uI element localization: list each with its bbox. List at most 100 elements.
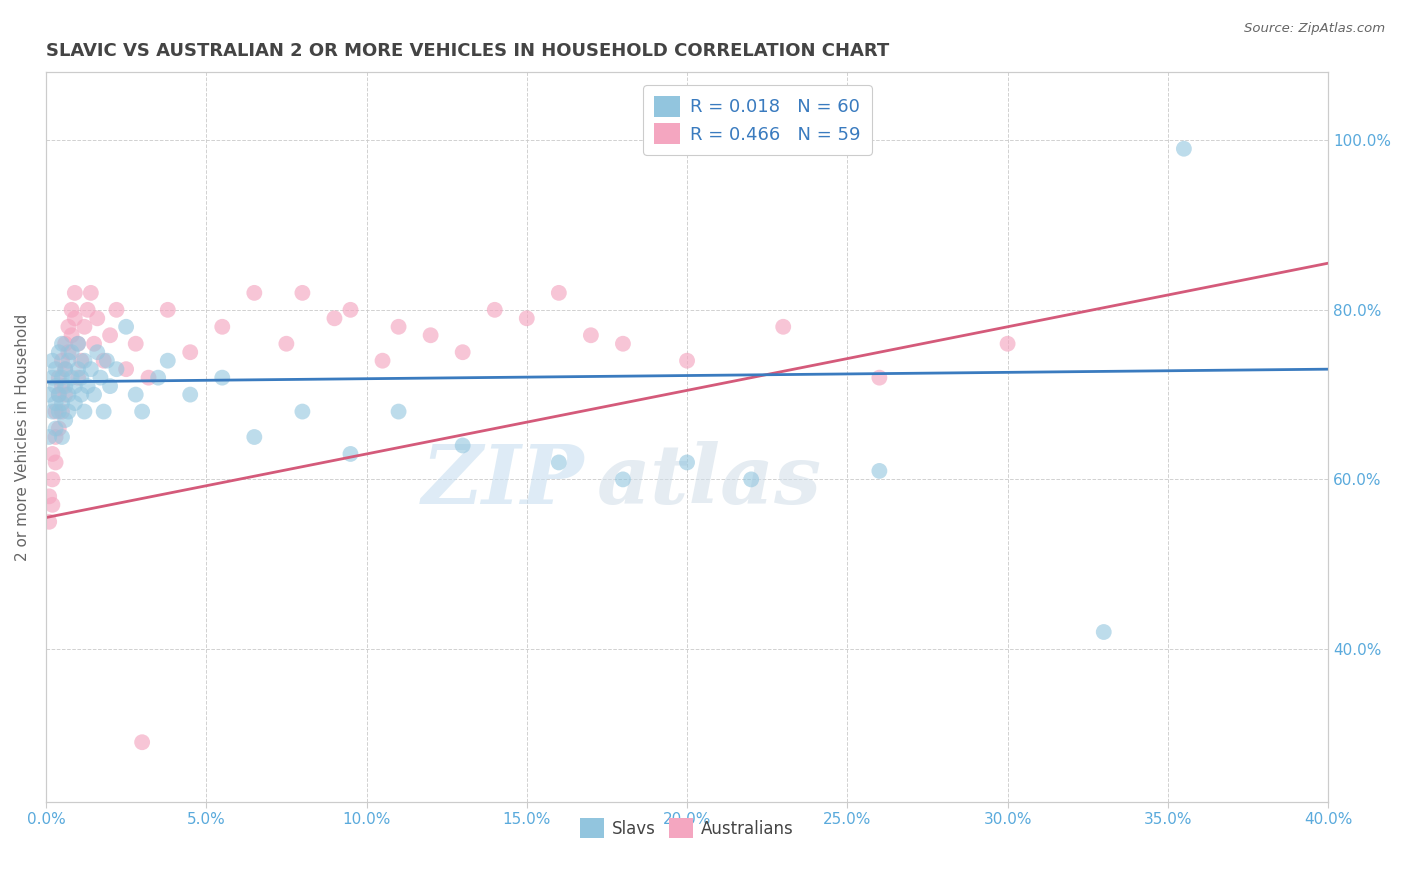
Point <box>51 430 73 444</box>
Point <box>676 455 699 469</box>
Point <box>48 421 70 435</box>
Point <box>73 353 96 368</box>
Point <box>60 328 83 343</box>
Point <box>76 379 98 393</box>
Point <box>83 387 105 401</box>
Point <box>1173 142 1195 156</box>
Point <box>66 336 89 351</box>
Point <box>45 455 67 469</box>
Point <box>51 353 73 368</box>
Point <box>80 285 103 300</box>
Point <box>48 370 70 384</box>
Point <box>547 285 569 300</box>
Point <box>291 285 314 300</box>
Point <box>211 319 233 334</box>
Point <box>156 302 179 317</box>
Point <box>451 438 474 452</box>
Point <box>58 353 80 368</box>
Point <box>70 387 93 401</box>
Point <box>115 362 138 376</box>
Point <box>772 319 794 334</box>
Point <box>70 353 93 368</box>
Point <box>89 370 111 384</box>
Point <box>387 319 409 334</box>
Point <box>98 328 121 343</box>
Point <box>60 345 83 359</box>
Point <box>45 379 67 393</box>
Point <box>63 396 86 410</box>
Point <box>41 498 63 512</box>
Point <box>53 362 76 376</box>
Point <box>86 311 108 326</box>
Point <box>63 285 86 300</box>
Point <box>93 404 115 418</box>
Point <box>484 302 506 317</box>
Point <box>41 370 63 384</box>
Point <box>323 311 346 326</box>
Text: ZIP: ZIP <box>422 441 585 521</box>
Point <box>868 464 890 478</box>
Point <box>339 302 361 317</box>
Point <box>73 319 96 334</box>
Legend: Slavs, Australians: Slavs, Australians <box>574 812 800 845</box>
Point <box>53 336 76 351</box>
Point <box>105 302 128 317</box>
Point <box>58 345 80 359</box>
Point <box>38 515 60 529</box>
Point <box>38 430 60 444</box>
Point <box>676 353 699 368</box>
Point <box>66 336 89 351</box>
Point <box>547 455 569 469</box>
Text: Source: ZipAtlas.com: Source: ZipAtlas.com <box>1244 22 1385 36</box>
Point <box>339 447 361 461</box>
Point <box>51 370 73 384</box>
Point <box>63 311 86 326</box>
Point <box>45 430 67 444</box>
Point <box>96 353 118 368</box>
Point <box>53 362 76 376</box>
Point <box>45 421 67 435</box>
Point <box>45 362 67 376</box>
Point <box>76 302 98 317</box>
Point <box>451 345 474 359</box>
Point <box>60 370 83 384</box>
Text: SLAVIC VS AUSTRALIAN 2 OR MORE VEHICLES IN HOUSEHOLD CORRELATION CHART: SLAVIC VS AUSTRALIAN 2 OR MORE VEHICLES … <box>46 42 889 60</box>
Point <box>45 396 67 410</box>
Point <box>48 404 70 418</box>
Point <box>291 404 314 418</box>
Point <box>53 413 76 427</box>
Point <box>48 387 70 401</box>
Point <box>211 370 233 384</box>
Point <box>371 353 394 368</box>
Point <box>179 387 201 401</box>
Point <box>73 404 96 418</box>
Point <box>51 379 73 393</box>
Point <box>156 353 179 368</box>
Point <box>131 735 153 749</box>
Point <box>53 379 76 393</box>
Point <box>740 472 762 486</box>
Point <box>66 370 89 384</box>
Point <box>125 387 148 401</box>
Point <box>41 472 63 486</box>
Point <box>48 387 70 401</box>
Point <box>387 404 409 418</box>
Point <box>41 447 63 461</box>
Point <box>53 387 76 401</box>
Point <box>138 370 160 384</box>
Point <box>38 387 60 401</box>
Point <box>93 353 115 368</box>
Point <box>66 362 89 376</box>
Point <box>419 328 441 343</box>
Point <box>243 285 266 300</box>
Point <box>146 370 169 384</box>
Point <box>612 336 634 351</box>
Y-axis label: 2 or more Vehicles in Household: 2 or more Vehicles in Household <box>15 313 30 561</box>
Point <box>125 336 148 351</box>
Point <box>1092 625 1115 640</box>
Point <box>41 404 63 418</box>
Point <box>80 362 103 376</box>
Point <box>63 379 86 393</box>
Point <box>58 387 80 401</box>
Point <box>38 489 60 503</box>
